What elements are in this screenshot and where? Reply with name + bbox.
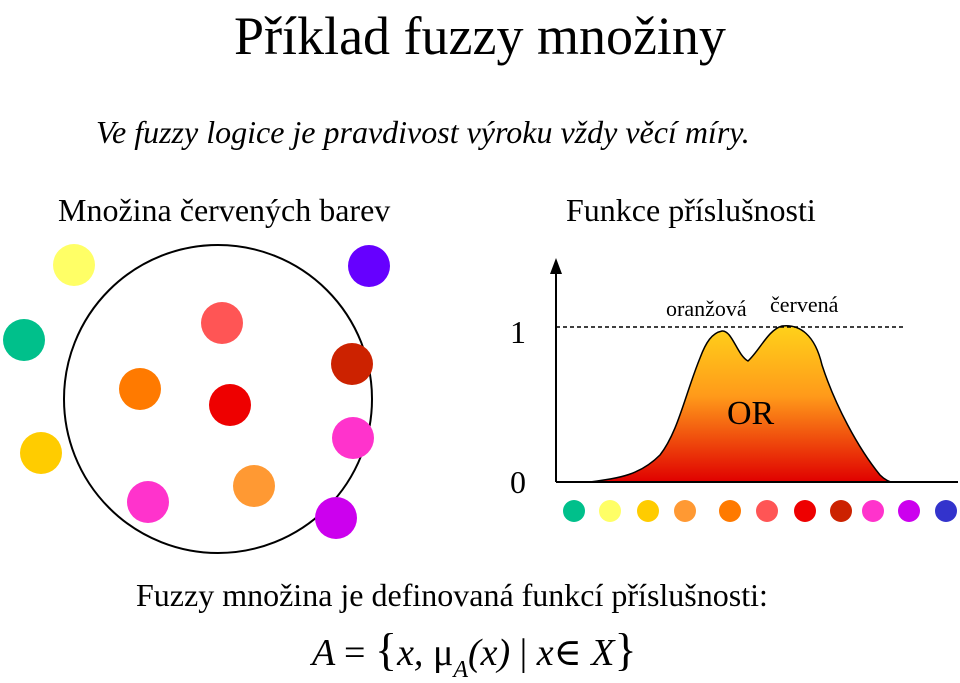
- formula-set: X: [591, 632, 615, 674]
- definition-text: Fuzzy množina je definovaná funkcí přísl…: [136, 577, 768, 613]
- color-dot-magenta: [315, 497, 357, 539]
- formula-open-brace: {: [374, 624, 398, 675]
- curve-label-or: OR: [727, 395, 775, 432]
- color-dot-yellow-light: [53, 244, 95, 286]
- color-dot-violet: [348, 245, 390, 287]
- scale-dot-yellow: [637, 500, 659, 522]
- color-scale: [563, 500, 957, 522]
- color-dot-salmon: [201, 302, 243, 344]
- scale-dot-magenta: [898, 500, 920, 522]
- scale-dot-dark-red: [830, 500, 852, 522]
- color-dot-teal: [3, 319, 45, 361]
- formula-mu-subscript: A: [453, 657, 468, 683]
- formula-arg: (x): [467, 632, 511, 674]
- curve-label-red: červená: [770, 292, 839, 317]
- color-dot-yellow: [20, 432, 62, 474]
- formula-equals: =: [344, 632, 366, 674]
- set-dots-outside: [3, 244, 390, 539]
- y-axis-arrow-icon: [550, 258, 562, 274]
- set-heading: Množina červených barev: [58, 192, 391, 228]
- scale-dot-yellow-light: [599, 500, 621, 522]
- scale-dot-blue: [935, 500, 957, 522]
- color-dot-orange-light: [233, 465, 275, 507]
- color-dot-pink: [127, 481, 169, 523]
- axis-label-zero: 0: [510, 464, 526, 500]
- scale-dot-salmon: [756, 500, 778, 522]
- formula-close-brace: }: [614, 624, 637, 675]
- scale-dot-red: [794, 500, 816, 522]
- page-title: Příklad fuzzy množiny: [234, 6, 726, 66]
- set-boundary: [63, 244, 373, 554]
- scale-dot-orange-light: [674, 500, 696, 522]
- scale-dot-teal: [563, 500, 585, 522]
- membership-function-heading: Funkce příslušnosti: [566, 192, 816, 228]
- color-dot-dark-red: [331, 343, 373, 385]
- axis-label-one: 1: [510, 314, 526, 350]
- membership-formula: A = {x, μA(x) | x∈ X}: [312, 624, 637, 683]
- scale-dot-pink: [862, 500, 884, 522]
- color-dot-orange: [119, 368, 161, 410]
- color-dot-pink: [332, 417, 374, 459]
- formula-lhs: A: [312, 632, 335, 674]
- formula-bar: |: [519, 632, 528, 674]
- color-dot-red: [209, 384, 251, 426]
- subtitle: Ve fuzzy logice je pravdivost výroku vžd…: [96, 114, 750, 150]
- set-dots-inside: [119, 302, 374, 523]
- formula-mu: μ: [432, 632, 454, 674]
- membership-curve: [589, 325, 893, 483]
- formula-x: x,: [397, 632, 424, 674]
- scale-dot-orange: [719, 500, 741, 522]
- curve-label-orange: oranžová: [666, 296, 747, 321]
- formula-in: ∈: [553, 632, 582, 674]
- formula-x2: x: [536, 632, 554, 674]
